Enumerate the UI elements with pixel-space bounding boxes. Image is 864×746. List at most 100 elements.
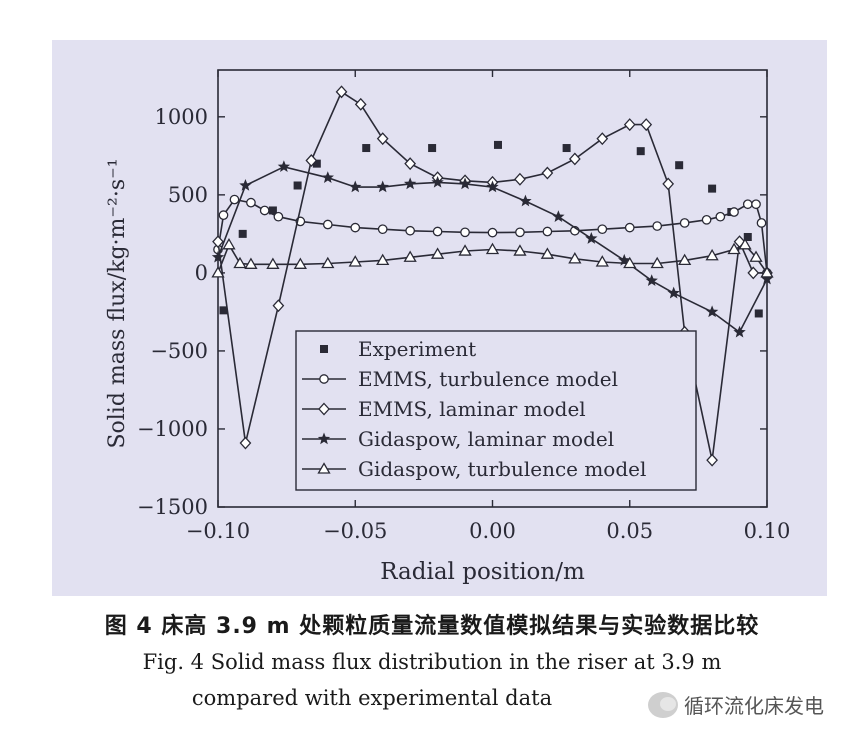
data-point bbox=[362, 144, 371, 153]
x-tick-label: 0.00 bbox=[469, 519, 516, 543]
data-point bbox=[585, 232, 598, 244]
figure-panel: −1500 −1000 −500 0 500 1000 −0.10 −0.05 0.00 0.05… bbox=[52, 40, 827, 596]
legend-marker bbox=[318, 402, 330, 416]
y-tick-label: 0 bbox=[195, 261, 208, 285]
data-point bbox=[597, 224, 608, 235]
data-point bbox=[218, 210, 229, 220]
legend-entry: EMMS, turbulence model bbox=[358, 367, 618, 391]
data-point bbox=[706, 453, 718, 467]
data-point bbox=[729, 207, 739, 217]
y-tick-label: 500 bbox=[168, 183, 208, 207]
data-point bbox=[742, 199, 753, 210]
data-point bbox=[514, 172, 526, 186]
data-point bbox=[233, 256, 247, 269]
data-point bbox=[239, 436, 252, 450]
data-point bbox=[211, 266, 225, 278]
y-tick-label: −1500 bbox=[137, 495, 208, 519]
data-point bbox=[485, 242, 500, 255]
figure-caption-english-line-1: Fig. 4 Solid mass flux distribution in t… bbox=[142, 650, 722, 674]
data-point bbox=[244, 257, 258, 269]
data-point bbox=[705, 248, 719, 261]
series-1 bbox=[213, 194, 772, 278]
series-3 bbox=[211, 160, 774, 338]
data-point bbox=[652, 221, 663, 231]
data-point bbox=[376, 132, 389, 146]
legend-box bbox=[295, 330, 697, 491]
data-point bbox=[377, 224, 388, 235]
data-point bbox=[350, 222, 361, 233]
x-tick-label: 0.05 bbox=[606, 519, 653, 543]
legend-marker bbox=[320, 345, 328, 353]
data-point bbox=[312, 159, 321, 168]
data-point bbox=[486, 180, 499, 193]
data-point bbox=[266, 257, 280, 269]
legend-entry: EMMS, laminar model bbox=[358, 397, 586, 421]
data-point bbox=[403, 177, 417, 190]
data-point bbox=[623, 256, 637, 269]
data-point bbox=[222, 238, 236, 250]
data-point bbox=[458, 177, 472, 190]
legend-marker bbox=[317, 432, 331, 445]
data-point bbox=[212, 235, 224, 249]
data-point bbox=[679, 218, 690, 228]
data-point bbox=[715, 211, 726, 222]
data-point bbox=[335, 85, 348, 99]
data-point bbox=[760, 266, 774, 278]
data-point bbox=[239, 178, 252, 191]
data-point bbox=[667, 286, 680, 299]
data-point bbox=[268, 206, 277, 215]
wechat-icon bbox=[648, 691, 678, 718]
data-point bbox=[460, 227, 470, 238]
data-point bbox=[675, 161, 684, 170]
data-point bbox=[727, 242, 741, 255]
data-point bbox=[749, 250, 763, 262]
data-point bbox=[272, 299, 285, 313]
data-point bbox=[211, 250, 225, 263]
data-point bbox=[568, 252, 582, 264]
legend-marker bbox=[319, 374, 329, 384]
figure-caption-english-line-2: compared with experimental data bbox=[191, 686, 553, 710]
data-point bbox=[552, 210, 565, 222]
data-point bbox=[519, 194, 532, 207]
legend-entry: Gidaspow, laminar model bbox=[358, 427, 614, 451]
data-point bbox=[348, 255, 362, 267]
data-point bbox=[376, 253, 390, 266]
data-point bbox=[322, 219, 333, 230]
data-point bbox=[431, 175, 444, 188]
data-point bbox=[624, 222, 635, 233]
data-point bbox=[458, 244, 472, 256]
data-point bbox=[542, 226, 553, 237]
x-tick-label: −0.05 bbox=[323, 519, 387, 543]
data-point bbox=[277, 160, 291, 173]
data-point bbox=[645, 274, 658, 286]
x-tick-label: −0.10 bbox=[186, 519, 250, 543]
watermark-text: 循环流化床发电 bbox=[684, 694, 824, 718]
data-point bbox=[701, 214, 712, 225]
data-point bbox=[238, 229, 247, 238]
data-point bbox=[349, 180, 362, 193]
data-point bbox=[259, 205, 270, 216]
data-point bbox=[756, 218, 767, 228]
data-point bbox=[403, 250, 417, 262]
data-point bbox=[662, 177, 675, 191]
data-point bbox=[293, 181, 302, 190]
data-point bbox=[618, 253, 631, 266]
legend-entry: Gidaspow, turbulence model bbox=[358, 457, 646, 481]
data-point bbox=[273, 211, 284, 222]
data-point bbox=[321, 256, 335, 269]
data-point bbox=[650, 256, 664, 269]
data-point bbox=[305, 154, 318, 167]
data-point bbox=[229, 194, 240, 205]
data-point bbox=[541, 166, 554, 180]
series-line bbox=[217, 198, 768, 273]
data-point bbox=[623, 118, 636, 132]
data-point bbox=[428, 144, 437, 153]
data-point bbox=[562, 144, 571, 153]
series-4 bbox=[211, 238, 774, 278]
y-tick-label: −1000 bbox=[137, 417, 208, 441]
data-point bbox=[743, 232, 752, 241]
data-point bbox=[404, 157, 417, 171]
data-point bbox=[293, 257, 307, 269]
legend-entry: Experiment bbox=[358, 337, 476, 361]
data-point bbox=[751, 199, 761, 210]
